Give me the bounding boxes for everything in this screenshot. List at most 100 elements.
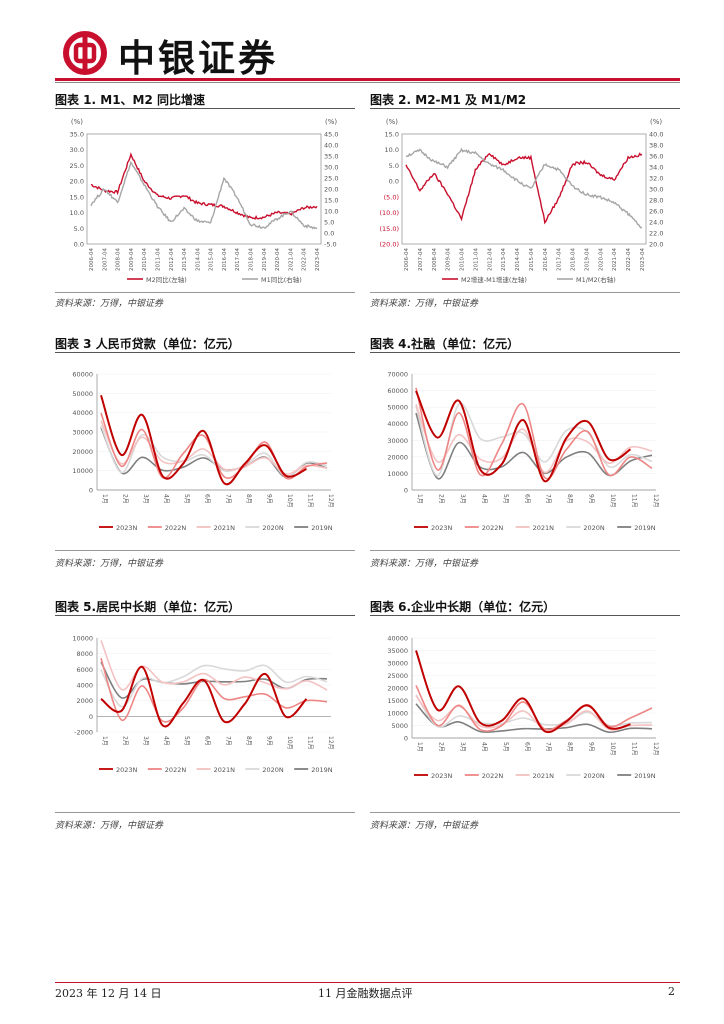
y-tick-label: 0 xyxy=(404,487,408,495)
x-tick-label: 2006-04 xyxy=(89,248,95,271)
x-tick-label: 12月 xyxy=(652,742,659,756)
left-tick-label: 0.0 xyxy=(389,178,399,186)
x-tick-label: 2016-04 xyxy=(222,248,228,271)
y-tick-label: 10000 xyxy=(72,635,93,643)
x-tick-label: 10月 xyxy=(286,736,293,750)
y-tick-label: 50000 xyxy=(72,390,93,398)
x-tick-label: 2012-04 xyxy=(487,248,493,271)
legend-label-2021N: 2021N xyxy=(214,766,236,774)
plot-frame xyxy=(401,133,647,245)
y-tick-label: 10000 xyxy=(72,467,93,475)
right-tick-label: 45.0 xyxy=(324,131,338,139)
x-tick-label: 5月 xyxy=(502,742,509,752)
y-tick-label: 60000 xyxy=(72,371,93,379)
left-unit-label: (%) xyxy=(386,118,398,126)
x-tick-label: 2007-04 xyxy=(102,248,108,271)
source-rule-6 xyxy=(370,812,680,813)
right-tick-label: 28.0 xyxy=(649,197,663,205)
left-tick-label: 10.0 xyxy=(385,146,399,154)
figure-4-source: 资料来源：万得，中银证券 xyxy=(370,559,479,569)
series-line-2020N xyxy=(100,664,328,708)
series-line-M1/M2(右轴) xyxy=(405,147,643,229)
x-tick-label: 8月 xyxy=(245,494,252,504)
right-tick-label: 20.0 xyxy=(324,186,338,194)
chart-rmb-loans: 60000 50000 40000 30000 20000 10000 0 1月 2月 3月 4月 5… xyxy=(72,371,334,533)
x-tick-label: 2021-04 xyxy=(288,248,294,271)
x-tick-label: 1月 xyxy=(101,736,108,746)
series-line-2023N xyxy=(100,394,307,486)
right-unit-label: (%) xyxy=(325,118,337,126)
legend-label-M2同比(左轴): M2同比(左轴) xyxy=(146,275,187,284)
legend-label-2023N: 2023N xyxy=(116,524,138,532)
x-tick-label: 4月 xyxy=(163,736,170,746)
right-tick-label: 20.0 xyxy=(649,241,663,249)
right-unit-label: (%) xyxy=(650,118,662,126)
y-tick-label: 6000 xyxy=(76,666,93,674)
legend-label-2021N: 2021N xyxy=(533,772,555,780)
legend-label-2022N: 2022N xyxy=(482,772,504,780)
figure-4-title: 图表 4.社融（单位：亿元） xyxy=(370,337,520,351)
x-tick-label: 2017-04 xyxy=(235,248,241,271)
series-line-2020N xyxy=(415,694,653,728)
series-line-2022N xyxy=(100,657,328,723)
legend-label-2019N: 2019N xyxy=(634,772,656,780)
source-rule-1 xyxy=(55,292,355,293)
y-tick-label: 0 xyxy=(89,713,93,721)
x-tick-label: 2009-04 xyxy=(129,248,135,271)
right-tick-label: 38.0 xyxy=(649,142,663,150)
x-tick-label: 2009-04 xyxy=(446,248,452,271)
legend-label-M1/M2(右轴): M1/M2(右轴) xyxy=(576,275,616,284)
x-tick-label: 2022-04 xyxy=(302,248,308,271)
x-tick-label: 11月 xyxy=(631,494,638,508)
legend-label-M2增速-M1增速(左轴): M2增速-M1增速(左轴) xyxy=(461,275,527,284)
x-tick-label: 4月 xyxy=(480,742,487,752)
brand-name: 中银证券 xyxy=(118,37,278,80)
legend-label-2023N: 2023N xyxy=(116,766,138,774)
left-tick-label: 30.0 xyxy=(70,146,84,154)
x-tick-label: 12月 xyxy=(652,494,659,508)
x-tick-label: 2014-04 xyxy=(515,248,521,271)
y-tick-label: 30000 xyxy=(387,437,408,445)
left-tick-label: (20.0) xyxy=(379,241,399,249)
plot-frame xyxy=(86,133,322,245)
figure-3-source: 资料来源：万得，中银证券 xyxy=(55,559,164,569)
chart-corporate-long-term: 40000 35000 30000 25000 20000 15000 10000 5000 0… xyxy=(387,635,659,781)
x-tick-label: 9月 xyxy=(265,494,272,504)
x-tick-label: 8月 xyxy=(566,494,573,504)
x-tick-label: 12月 xyxy=(327,736,334,750)
y-tick-label: 20000 xyxy=(387,685,408,693)
x-tick-label: 1月 xyxy=(416,494,423,504)
chart-m2-m1-gap: (%) (%) 15.0 10.0 5.0 0.0 (5.0) (10.0) (15.0) (20… xyxy=(379,118,663,284)
right-tick-label: 26.0 xyxy=(649,208,663,216)
y-tick-label: 35000 xyxy=(387,647,408,655)
figure-5-source: 资料来源：万得，中银证券 xyxy=(55,821,164,831)
x-tick-label: 2月 xyxy=(122,494,129,504)
x-tick-label: 8月 xyxy=(566,742,573,752)
series-line-2022N xyxy=(415,387,653,480)
y-tick-label: 60000 xyxy=(387,387,408,395)
y-tick-label: 20000 xyxy=(72,448,93,456)
y-tick-label: 10000 xyxy=(387,710,408,718)
x-tick-label: 2008-04 xyxy=(116,248,122,271)
x-tick-label: 6月 xyxy=(523,742,530,752)
x-tick-label: 5月 xyxy=(502,494,509,504)
left-tick-label: (5.0) xyxy=(384,193,399,201)
legend-label-2019N: 2019N xyxy=(311,524,333,532)
x-tick-label: 2006-04 xyxy=(404,248,410,271)
x-tick-label: 2017-04 xyxy=(557,248,563,271)
x-tick-label: 1月 xyxy=(101,494,108,504)
x-tick-label: 2023-04 xyxy=(640,248,646,271)
x-tick-label: 2020-04 xyxy=(275,248,281,271)
chart-social-financing: 70000 60000 50000 40000 30000 20000 10000 0 1月 2月… xyxy=(387,371,659,533)
x-tick-label: 4月 xyxy=(163,494,170,504)
series-line-M2增速-M1增速(左轴) xyxy=(405,152,643,225)
y-tick-label: 2000 xyxy=(76,697,93,705)
footer-date: 2023 年 12 月 14 日 xyxy=(55,987,162,1000)
x-tick-label: 11月 xyxy=(306,736,313,750)
x-tick-label: 3月 xyxy=(459,494,466,504)
header-rule-thin xyxy=(55,82,680,83)
legend-label-2022N: 2022N xyxy=(482,524,504,532)
x-tick-label: 3月 xyxy=(459,742,466,752)
x-tick-label: 2007-04 xyxy=(418,248,424,271)
y-tick-label: -2000 xyxy=(74,729,93,737)
